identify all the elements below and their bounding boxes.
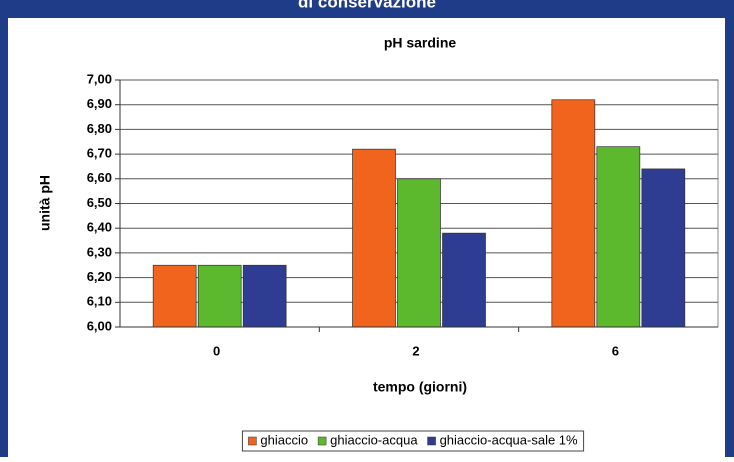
y-tick-label: 6,20 [87, 269, 112, 284]
y-tick-label: 6,00 [87, 318, 112, 333]
bar [596, 146, 641, 328]
y-tick-label: 6,40 [87, 220, 112, 235]
chart-title: pH sardine [384, 35, 457, 51]
legend-swatch [317, 436, 327, 446]
y-tick-label: 6,70 [87, 146, 112, 161]
y-tick-label: 7,00 [87, 71, 112, 86]
y-tick-label: 6,60 [87, 170, 112, 185]
y-axis-label: unità pH [37, 175, 53, 231]
legend-label: ghiaccio [260, 432, 308, 447]
legend-swatch [427, 436, 436, 446]
legend-box [241, 430, 585, 452]
y-tick-label: 6,10 [87, 294, 112, 309]
bar [242, 264, 287, 328]
x-axis-label: tempo (giorni) [373, 379, 467, 395]
x-tick-label: 6 [612, 343, 619, 358]
bar [442, 232, 486, 328]
y-tick-label: 6,30 [87, 244, 112, 259]
y-tick-label: 6,80 [87, 121, 112, 136]
x-tick-label: 2 [412, 343, 419, 358]
y-tick-label: 6,90 [87, 96, 112, 111]
bar [551, 99, 596, 328]
bar [352, 148, 396, 328]
bar [197, 264, 242, 328]
bar [641, 168, 686, 328]
legend-label: ghiaccio-acqua-sale 1% [440, 432, 578, 447]
header: di conservazione [298, 0, 436, 11]
x-tick-label: 0 [213, 343, 220, 358]
legend-label: ghiaccio-acqua [330, 432, 418, 447]
y-tick-label: 6,50 [87, 195, 112, 210]
bar [152, 264, 197, 328]
bar [397, 178, 441, 328]
legend-swatch [248, 436, 257, 446]
